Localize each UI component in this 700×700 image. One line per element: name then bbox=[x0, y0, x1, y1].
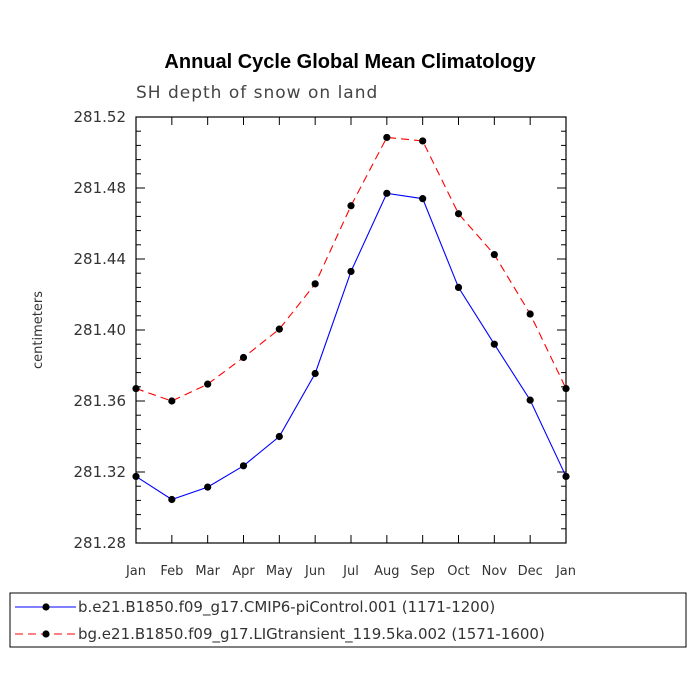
data-point bbox=[419, 137, 427, 145]
x-tick-label: Sep bbox=[410, 564, 435, 579]
x-tick-label: Aug bbox=[374, 564, 399, 579]
chart-subtitle: SH depth of snow on land bbox=[136, 83, 378, 103]
data-point bbox=[168, 397, 176, 405]
data-point bbox=[526, 310, 534, 318]
data-point bbox=[239, 353, 248, 362]
legend-box bbox=[9, 592, 687, 648]
y-tick-label: 281.36 bbox=[74, 392, 127, 410]
x-tick-label: Dec bbox=[518, 564, 543, 579]
y-axis-label: centimeters bbox=[31, 291, 46, 369]
y-tick-label: 281.40 bbox=[74, 321, 127, 339]
data-point bbox=[383, 133, 391, 142]
y-tick-label: 281.52 bbox=[74, 108, 127, 126]
data-point bbox=[490, 250, 498, 259]
x-tick-label: Jan bbox=[555, 564, 576, 579]
data-point bbox=[383, 189, 391, 197]
legend-label: b.e21.B1850.f09_g17.CMIP6-piControl.001 … bbox=[78, 598, 495, 617]
legend-swatch-marker bbox=[42, 603, 50, 611]
data-point bbox=[275, 432, 283, 441]
data-point bbox=[132, 384, 140, 393]
data-point bbox=[275, 325, 283, 333]
data-point bbox=[311, 280, 319, 288]
data-point bbox=[347, 202, 355, 210]
data-point bbox=[419, 195, 427, 203]
y-tick-label: 281.44 bbox=[74, 250, 127, 268]
x-axis: Jan Feb Mar Apr May Jun Jul Aug Sep Oct Nov Dec Jan bbox=[125, 117, 576, 579]
data-point bbox=[562, 472, 570, 481]
data-point bbox=[311, 369, 319, 378]
data-point bbox=[526, 396, 534, 404]
x-tick-label: Oct bbox=[447, 564, 469, 579]
x-tick-label: Nov bbox=[482, 564, 508, 579]
legend-swatch-marker bbox=[42, 630, 50, 638]
x-tick-label: Jan bbox=[125, 564, 146, 579]
legend-label: bg.e21.B1850.f09_g17.LIGtransient_119.5k… bbox=[78, 625, 545, 644]
y-tick-label: 281.28 bbox=[74, 534, 127, 552]
x-tick-label: Mar bbox=[195, 564, 220, 579]
legend: b.e21.B1850.f09_g17.CMIP6-piControl.001 … bbox=[9, 592, 687, 648]
chart-title: Annual Cycle Global Mean Climatology bbox=[164, 51, 536, 73]
y-tick-label: 281.32 bbox=[74, 463, 127, 481]
data-point bbox=[239, 462, 248, 470]
data-point bbox=[204, 380, 212, 388]
data-point bbox=[204, 483, 212, 491]
x-tick-label: Apr bbox=[232, 564, 255, 579]
data-point bbox=[490, 340, 498, 348]
series-line-1 bbox=[135, 192, 567, 501]
y-axis: 281.28 281.32 281.36 281.40 281.44 281.48 281.… bbox=[74, 108, 566, 552]
x-tick-label: Jul bbox=[342, 564, 359, 579]
data-point bbox=[562, 384, 570, 393]
data-point bbox=[168, 495, 176, 504]
data-point bbox=[454, 283, 463, 291]
x-tick-label: May bbox=[266, 564, 293, 579]
data-point bbox=[132, 472, 140, 481]
x-tick-label: Jun bbox=[304, 564, 325, 579]
y-tick-label: 281.48 bbox=[74, 179, 127, 197]
plot-frame bbox=[135, 116, 567, 544]
x-tick-label: Feb bbox=[160, 564, 183, 579]
series-layer bbox=[132, 133, 570, 504]
data-point bbox=[347, 267, 355, 276]
data-point bbox=[454, 210, 463, 218]
